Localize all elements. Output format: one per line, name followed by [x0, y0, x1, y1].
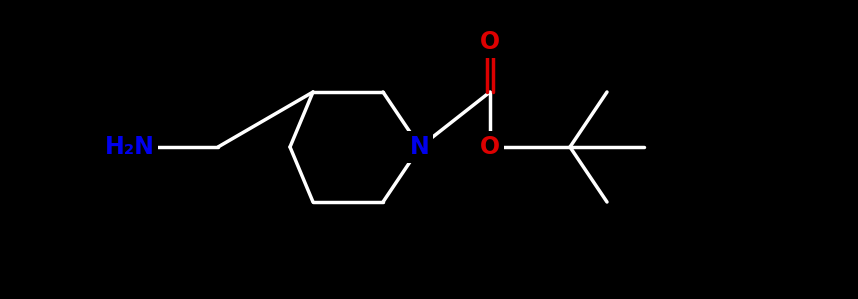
Text: N: N	[410, 135, 430, 159]
Text: O: O	[480, 135, 500, 159]
Text: H₂N: H₂N	[105, 135, 155, 159]
Text: O: O	[480, 30, 500, 54]
